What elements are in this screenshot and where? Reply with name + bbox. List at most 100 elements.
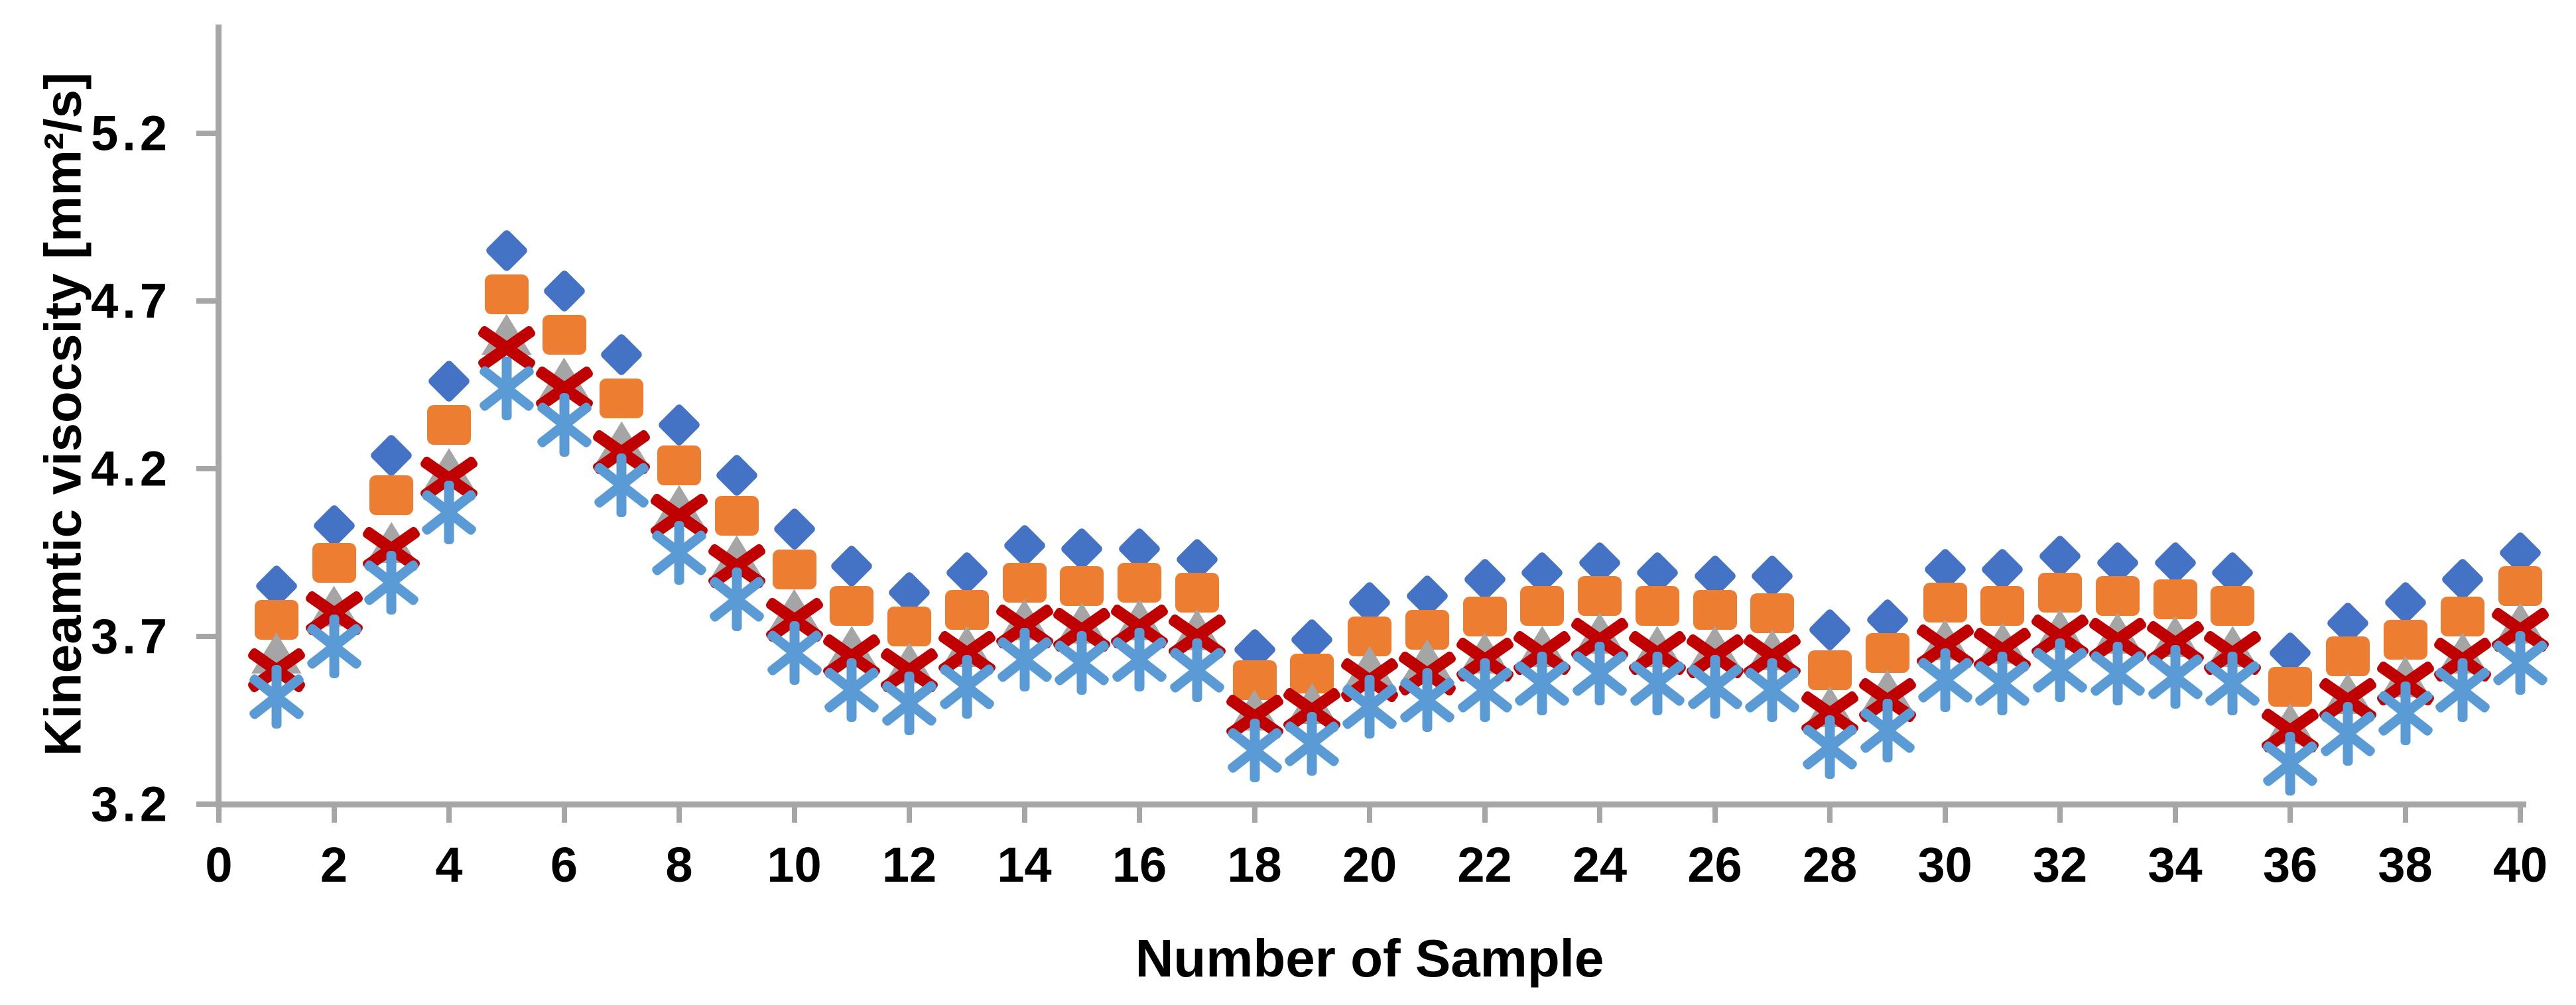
data-point-series-1 [944,550,989,595]
y-axis-line [216,25,222,807]
x-tick [1367,804,1372,823]
x-tick-label: 18 [1227,837,1282,892]
data-point-series-2 [887,606,931,646]
y-tick [196,801,220,807]
x-tick-label: 16 [1112,837,1167,892]
data-point-series-2 [944,589,989,630]
data-point-series-2 [1578,576,1622,617]
data-point-series-2 [369,475,414,516]
y-tick-label: 4.2 [91,441,171,497]
x-tick [2402,804,2408,823]
data-point-series-2 [1980,586,2025,626]
x-tick [331,804,337,823]
x-tick-label: 8 [665,837,693,892]
data-point-series-2 [2268,666,2312,707]
x-tick-label: 24 [1572,837,1628,892]
data-point-series-2 [1462,596,1507,636]
x-tick [1021,804,1027,823]
x-tick [216,804,222,823]
y-tick-label: 4.7 [91,273,171,329]
y-tick [196,634,220,639]
data-point-series-2 [2153,579,2197,620]
x-tick [2057,804,2063,823]
x-tick-label: 40 [2492,837,2548,892]
data-point-series-1 [484,228,529,273]
data-point-series-2 [2441,596,2485,636]
data-point-series-2 [1750,593,1795,633]
data-point-series-1 [1002,524,1047,568]
data-point-series-1 [542,268,586,314]
data-point-series-2 [312,542,356,583]
data-point-series-2 [1520,586,1565,626]
data-point-series-2 [1865,633,1909,674]
y-tick-label: 5.2 [91,105,171,161]
data-point-series-1 [772,506,816,552]
x-tick [2518,804,2523,823]
data-point-series-2 [1808,650,1852,690]
data-point-series-1 [426,359,472,404]
x-tick-label: 22 [1457,837,1512,892]
data-point-series-2 [714,495,759,536]
data-point-series-2 [657,445,701,485]
data-point-series-2 [600,378,644,418]
data-point-series-2 [542,314,586,355]
y-tick [196,131,220,136]
x-tick-label: 26 [1687,837,1742,892]
y-tick-label: 3.7 [91,609,171,664]
data-point-series-1 [1980,547,2025,592]
y-tick-label: 3.2 [91,776,171,832]
x-tick-label: 0 [205,837,233,892]
data-point-series-2 [2325,636,2370,677]
data-point-series-1 [1462,557,1507,602]
data-point-series-2 [2038,573,2082,613]
data-point-series-1 [600,332,644,377]
data-point-series-2 [1693,589,1737,630]
x-tick [2287,804,2293,823]
x-tick [1137,804,1142,823]
data-point-series-2 [1118,563,1161,603]
data-point-series-2 [1175,573,1219,613]
x-tick-label: 2 [320,837,348,892]
x-tick-label: 4 [435,837,463,892]
x-tick [1827,804,1833,823]
x-tick [1942,804,1948,823]
x-tick [1597,804,1602,823]
data-point-series-2 [2498,566,2542,607]
x-tick-label: 30 [1917,837,1972,892]
data-point-series-2 [2095,576,2140,617]
data-point-series-1 [2153,540,2197,585]
data-point-series-2 [427,405,471,445]
data-point-series-2 [2211,586,2255,626]
data-point-series-1 [1060,527,1104,571]
data-point-series-2 [772,549,816,589]
data-point-series-2 [1635,586,1679,626]
data-point-series-1 [1750,554,1795,599]
x-tick [791,804,797,823]
x-tick-label: 12 [881,837,937,892]
x-tick [1482,804,1488,823]
data-point-series-2 [830,586,874,626]
x-tick [1712,804,1718,823]
x-tick [561,804,567,823]
x-tick-label: 20 [1342,837,1397,892]
x-tick-label: 14 [997,837,1052,892]
x-tick-label: 38 [2378,837,2433,892]
data-point-series-1 [830,544,874,588]
x-tick-label: 28 [1802,837,1858,892]
x-tick [907,804,912,823]
data-point-series-1 [2441,557,2485,602]
data-point-series-2 [484,274,529,314]
x-tick [1252,804,1257,823]
data-point-series-1 [2383,581,2427,625]
y-tick [196,466,220,471]
data-point-series-2 [2383,620,2427,660]
data-point-series-1 [369,433,414,477]
data-point-series-1 [312,503,356,548]
data-point-series-2 [1060,566,1104,607]
x-tick [2172,804,2178,823]
x-tick [446,804,452,823]
data-point-series-2 [1002,563,1047,603]
x-tick-label: 32 [2032,837,2088,892]
data-point-series-1 [657,402,702,447]
